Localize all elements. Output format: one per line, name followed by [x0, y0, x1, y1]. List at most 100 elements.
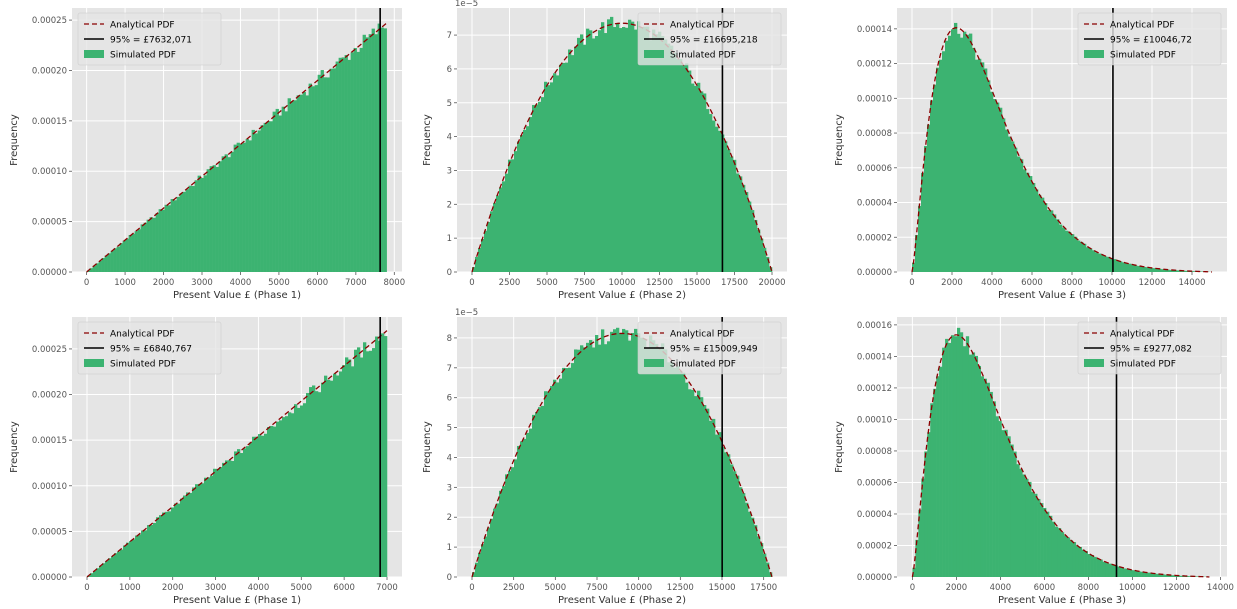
histogram-bar	[227, 157, 231, 272]
histogram-bar	[1002, 118, 1006, 272]
x-tick-label: 1000	[114, 278, 136, 288]
histogram-bar	[595, 35, 599, 272]
histogram-bar	[643, 26, 647, 273]
histogram-bar	[239, 143, 243, 272]
histogram-bar	[742, 493, 746, 577]
histogram-bar	[956, 327, 961, 577]
histogram-bar	[649, 335, 653, 577]
histogram-bar	[1128, 263, 1132, 272]
histogram-bar	[658, 347, 662, 577]
histogram-bar	[568, 49, 572, 272]
histogram-bar	[114, 553, 118, 577]
histogram-bar	[1043, 507, 1047, 577]
histogram-bar	[1164, 574, 1169, 577]
histogram-bar	[939, 366, 943, 577]
histogram-bar	[760, 238, 764, 272]
histogram-bar	[957, 33, 961, 273]
histogram-bar	[1129, 569, 1133, 577]
histogram-bar	[1158, 268, 1162, 272]
y-tick-label: 0.00012	[857, 60, 892, 70]
histogram-bar	[1025, 478, 1029, 577]
histogram-bar	[992, 401, 996, 577]
histogram-bar	[751, 517, 755, 577]
histogram-bar	[559, 64, 563, 272]
y-tick-label: 0.00020	[32, 391, 67, 401]
histogram-bar	[228, 460, 232, 577]
histogram-bar	[706, 109, 710, 272]
histogram-bar	[652, 29, 656, 272]
histogram-bar	[191, 186, 195, 272]
histogram-bar	[766, 562, 770, 577]
x-tick-label: 7500	[574, 278, 596, 288]
legend-label-analytical: Analytical PDF	[670, 330, 735, 340]
histogram-bar	[550, 82, 554, 272]
y-tick-label: 6	[447, 394, 452, 404]
histogram-bar	[571, 363, 575, 577]
legend: Analytical PDF 95% = £15009,949 Simulated …	[637, 321, 782, 375]
x-tick-label: 17500	[721, 278, 748, 288]
histogram-bar	[194, 180, 198, 272]
histogram-bar	[667, 362, 671, 577]
histogram-bar	[984, 68, 988, 272]
legend-label-threshold: 95% = £6840,767	[110, 345, 192, 355]
histogram-bar	[547, 85, 551, 272]
histogram-bar	[1144, 572, 1148, 577]
histogram-bar	[493, 202, 497, 272]
histogram-bar	[980, 376, 984, 577]
y-tick-label: 1	[447, 543, 452, 553]
histogram-bar	[98, 260, 102, 272]
histogram-bar	[968, 354, 973, 577]
histogram-bar	[1063, 535, 1068, 577]
histogram-bar	[625, 27, 629, 273]
histogram-bar	[236, 142, 240, 272]
histogram-bar	[285, 416, 289, 577]
legend: Analytical PDF 95% = £9277,082 Simulated P…	[1077, 321, 1222, 375]
histogram-bar	[1019, 468, 1023, 577]
x-tick-label: 12500	[667, 583, 694, 593]
histogram-bar	[263, 122, 267, 273]
histogram-bar	[107, 253, 111, 272]
histogram-bar	[939, 59, 943, 272]
histogram-bar	[933, 388, 937, 577]
histogram-bar	[249, 442, 253, 577]
histogram-bar	[676, 366, 680, 577]
histogram-bar	[1113, 259, 1117, 272]
histogram-bar	[661, 343, 665, 577]
legend-label-simulated: Simulated PDF	[670, 360, 736, 370]
histogram-bar	[318, 392, 322, 577]
histogram-bar	[1044, 203, 1048, 272]
x-tick-label: 0	[469, 583, 474, 593]
histogram-bar	[945, 338, 949, 577]
histogram-bar	[915, 539, 919, 577]
histogram-bar	[234, 451, 238, 577]
histogram-bar	[99, 565, 103, 577]
histogram-bar	[173, 200, 177, 272]
histogram-bar	[995, 416, 999, 577]
histogram-bar	[505, 173, 509, 272]
histogram-bar	[975, 59, 979, 272]
histogram-bars	[912, 327, 1210, 577]
histogram-bar	[252, 436, 256, 577]
legend-label-threshold: 95% = £10046,72	[1110, 36, 1192, 46]
histogram-bar	[622, 328, 626, 577]
y-tick-label: 0.00015	[32, 436, 67, 446]
histogram-bar	[613, 329, 617, 577]
analytical-pdf-line	[86, 22, 388, 273]
legend: Analytical PDF 95% = £16695,218 Simulated …	[637, 12, 782, 66]
histogram-bar	[209, 166, 213, 272]
histogram-bar	[547, 391, 551, 577]
histogram-bar	[933, 84, 937, 272]
histogram-bar	[655, 34, 659, 273]
histogram-bar	[993, 98, 997, 272]
x-tick-label: 17500	[750, 583, 777, 593]
histogram-bar	[95, 263, 99, 272]
histogram-bar	[330, 380, 334, 577]
histogram-bar	[363, 342, 367, 577]
histogram-bars	[472, 327, 773, 577]
histogram-bar	[350, 52, 354, 273]
histogram-bar	[365, 37, 369, 272]
histogram-bar	[1135, 570, 1139, 577]
histogram-bar	[1005, 129, 1009, 272]
histogram-bar	[92, 265, 96, 272]
histogram-bar	[312, 385, 316, 577]
